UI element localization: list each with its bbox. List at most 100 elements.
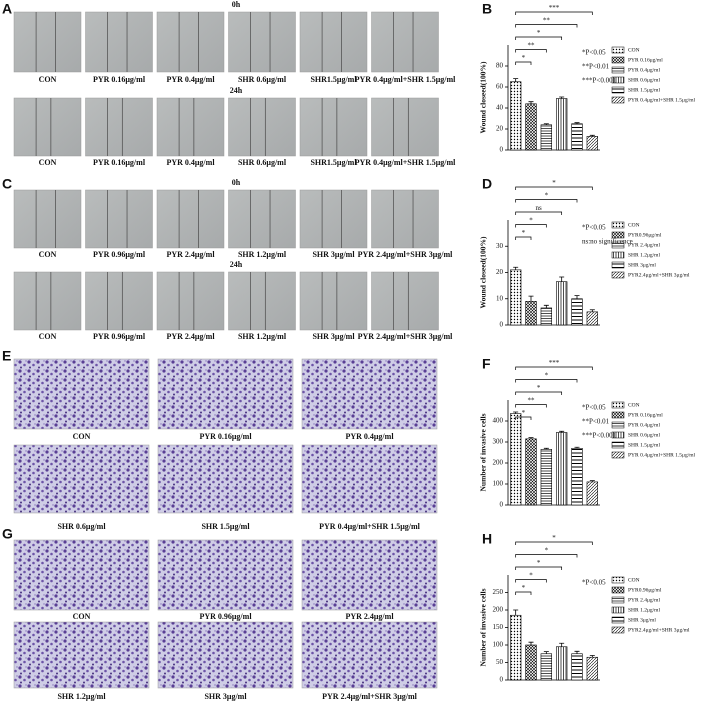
- legend-label: PYR2.4μg/ml+SHR 3μg/ml: [628, 272, 690, 278]
- y-tick-label: 50: [496, 658, 504, 666]
- panel-letter: F: [482, 356, 491, 372]
- significance-label: ***: [549, 359, 560, 367]
- legend-label: PYR 0.4μg/ml: [628, 67, 660, 73]
- caption: PYR 2.4μg/ml+SHR 3μg/ml: [322, 692, 418, 701]
- micrograph: [228, 271, 296, 331]
- legend-swatch: [611, 586, 625, 594]
- p-value-note: **P<0.01: [582, 63, 610, 71]
- micrograph: [228, 11, 296, 73]
- caption: PYR 0.16μg/ml: [199, 432, 252, 441]
- significance-bracket: [515, 579, 547, 583]
- legend-label: SHR 1.5μg/ml: [628, 87, 660, 93]
- legend-label: SHR 3μg/ml: [628, 617, 656, 623]
- significance-label: *: [545, 192, 549, 200]
- error-bar: [589, 655, 595, 658]
- legend-label: PYR 0.4μg/ml+SHR 1.5μg/ml: [628, 97, 696, 103]
- caption: PYR 0.16μg/ml: [93, 75, 146, 84]
- y-tick-label: 0: [500, 501, 504, 509]
- significance-bracket: [515, 61, 532, 65]
- error-bar: [574, 295, 580, 299]
- significance-label: **: [543, 17, 551, 25]
- error-bar: [513, 609, 519, 616]
- micrograph: [301, 539, 438, 611]
- caption: PYR 2.4μg/ml: [166, 250, 215, 259]
- p-value-note: *P<0.05: [582, 224, 606, 232]
- significance-label: *: [537, 29, 541, 37]
- significance-label: **: [528, 397, 536, 405]
- caption: SHR 0.6μg/ml: [238, 75, 287, 84]
- row-title: 0h: [232, 178, 241, 187]
- error-bar: [559, 430, 565, 433]
- caption: PYR 0.4μg/ml: [345, 432, 394, 441]
- caption: SHR 1.2μg/ml: [238, 250, 287, 259]
- significance-label: *: [522, 584, 526, 592]
- y-tick-label: 10: [496, 294, 504, 302]
- panel-letter: A: [2, 1, 12, 17]
- micrograph: [85, 97, 153, 157]
- p-value-note: **P<0.01: [582, 418, 610, 426]
- caption: PYR 0.4μg/ml: [166, 158, 215, 167]
- legend-label: SHR 3μg/ml: [628, 262, 656, 268]
- p-value-note: *P<0.05: [582, 579, 606, 587]
- significance-bracket: [515, 379, 578, 383]
- y-tick-label: 400: [493, 417, 504, 425]
- row-title: 0h: [232, 0, 241, 9]
- y-tick-label: 20: [496, 125, 504, 133]
- y-tick-label: 20: [496, 268, 504, 276]
- micrograph: [85, 271, 153, 331]
- micrograph: [13, 189, 82, 249]
- micrograph: [371, 11, 439, 73]
- error-bar: [574, 446, 580, 449]
- legend-swatch: [611, 46, 625, 54]
- legend-swatch: [611, 231, 625, 239]
- legend-label: SHR 1.2μg/ml: [628, 252, 660, 258]
- panel-letter: D: [482, 176, 492, 192]
- y-tick-label: 80: [496, 62, 504, 70]
- bar: [540, 653, 553, 681]
- error-bar: [528, 641, 534, 645]
- micrograph: [156, 97, 225, 157]
- caption: PYR 2.4μg/ml+SHR 3μg/ml: [358, 250, 454, 259]
- legend-label: SHR 0.6μg/ml: [628, 77, 660, 83]
- significance-bracket: [515, 554, 578, 558]
- legend-label: CON: [628, 402, 640, 408]
- micrograph: [156, 189, 225, 249]
- error-bar: [574, 122, 580, 124]
- caption: CON: [39, 158, 57, 167]
- micrograph: [13, 11, 82, 73]
- bar: [555, 646, 568, 681]
- significance-label: *: [522, 54, 526, 62]
- panel-letter: E: [2, 348, 11, 364]
- bar: [586, 481, 599, 506]
- y-tick-label: 40: [496, 104, 504, 112]
- error-bar: [559, 96, 565, 99]
- caption: PYR 0.16μg/ml: [93, 158, 146, 167]
- significance-bracket: [515, 11, 593, 15]
- row-title: 24h: [230, 260, 243, 269]
- significance-bracket: [515, 391, 563, 395]
- significance-label: **: [528, 42, 536, 50]
- bar: [525, 644, 537, 681]
- bar: [509, 413, 522, 506]
- error-bar: [528, 437, 534, 439]
- panel-letter: H: [482, 531, 492, 547]
- bar: [586, 656, 599, 681]
- y-tick-label: 150: [493, 623, 504, 631]
- significance-label: *: [529, 217, 533, 225]
- caption: CON: [39, 75, 57, 84]
- caption: SHR1.5μg/ml: [310, 158, 357, 167]
- micrograph: [85, 189, 153, 249]
- y-tick-label: 100: [493, 480, 504, 488]
- panel-letter: C: [2, 176, 12, 192]
- significance-bracket: [515, 24, 578, 28]
- micrograph: [228, 189, 296, 249]
- caption: PYR 2.4μg/ml: [166, 332, 215, 341]
- legend-swatch: [611, 421, 625, 429]
- legend-label: PYR 0.4μg/ml: [628, 422, 660, 428]
- significance-bracket: [515, 186, 593, 190]
- p-value-note: *P<0.05: [582, 404, 606, 412]
- bar: [555, 98, 568, 151]
- error-bar: [513, 78, 519, 82]
- caption: CON: [39, 250, 57, 259]
- caption: SHR1.5μg/ml: [310, 75, 357, 84]
